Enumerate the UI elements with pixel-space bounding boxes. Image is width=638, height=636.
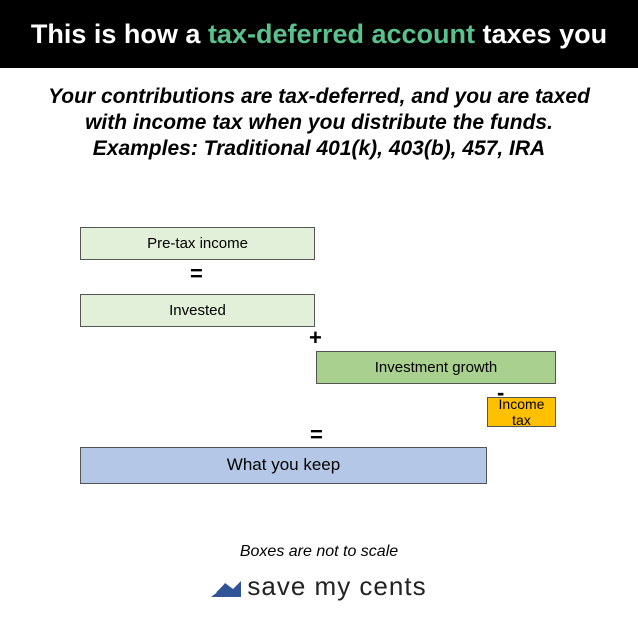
subtitle-line1: Your contributions are tax-deferred, and… — [30, 84, 608, 110]
header-banner: This is how a tax-deferred account taxes… — [0, 0, 638, 68]
box-invested-label: Invested — [169, 302, 226, 319]
box-tax-label: Income tax — [488, 396, 555, 428]
brand-logo: save my cents — [0, 571, 638, 602]
chart-up-icon — [211, 575, 241, 597]
box-what-you-keep: What you keep — [80, 447, 487, 484]
subtitle-block: Your contributions are tax-deferred, and… — [0, 68, 638, 163]
box-investment-growth: Investment growth — [316, 351, 556, 384]
tax-flow-diagram: Pre-tax income = Invested + Investment g… — [0, 203, 638, 533]
box-growth-label: Investment growth — [375, 359, 498, 376]
operator-equals-2: = — [310, 422, 323, 448]
subtitle-line3: Examples: Traditional 401(k), 403(b), 45… — [30, 136, 608, 162]
subtitle-line2: with income tax when you distribute the … — [30, 110, 608, 136]
footnote-scale: Boxes are not to scale — [0, 543, 638, 561]
box-pretax-income: Pre-tax income — [80, 227, 315, 260]
header-highlight: tax-deferred account — [208, 19, 475, 49]
box-pretax-label: Pre-tax income — [147, 235, 248, 252]
operator-equals-1: = — [190, 261, 203, 287]
operator-plus: + — [309, 325, 322, 351]
box-keep-label: What you keep — [227, 455, 340, 475]
brand-text: save my cents — [247, 571, 426, 602]
box-income-tax: Income tax — [487, 397, 556, 427]
header-suffix: taxes you — [475, 19, 607, 49]
box-invested: Invested — [80, 294, 315, 327]
header-prefix: This is how a — [31, 19, 208, 49]
